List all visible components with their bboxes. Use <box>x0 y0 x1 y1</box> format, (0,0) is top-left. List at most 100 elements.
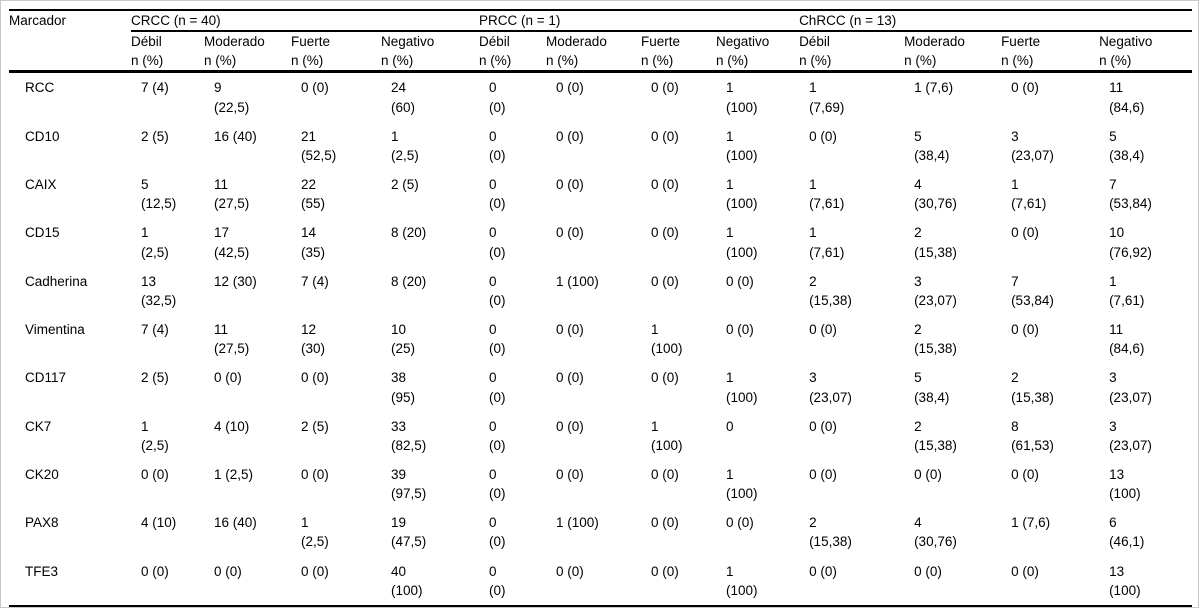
table-row: CK7 1 (2,5) 4 (10) 2 (5) 33 (82,5) 0 (0)… <box>9 412 1192 460</box>
quality-header-cell: Negativo <box>1099 34 1153 50</box>
value-cell: 13 (100) <box>1109 466 1141 502</box>
value-cell: 3 (23,07) <box>1109 370 1152 405</box>
value-cell: 0 (0) <box>489 80 506 115</box>
value-cell: 0 (0) <box>301 370 329 386</box>
unit-header-row: n (%) n (%) n (%) n (%) n (%) n (%) n (%… <box>9 51 1193 74</box>
value-cell: 1 (2,5) <box>391 128 419 163</box>
value-cell: 0 (0) <box>651 515 679 531</box>
value-cell: 2 (5) <box>391 177 419 193</box>
value-cell: 7 (53,84) <box>1011 273 1054 308</box>
value-cell: 5 (38,4) <box>1109 128 1145 163</box>
value-cell: 13 (32,5) <box>141 273 177 308</box>
value-cell: 0 (0) <box>651 80 679 96</box>
table-row: CAIX 5 (12,5) 11 (27,5) 22 (55) 2 (5) 0 … <box>9 170 1192 218</box>
group-header-row: Marcador CRCC (n = 40) PRCC (n = 1) ChRC… <box>9 10 1193 74</box>
quality-header-cell: Débil <box>799 34 830 50</box>
unit-header-cell: n (%) <box>479 51 547 74</box>
value-cell: 33 (82,5) <box>391 418 427 453</box>
value-cell: 1 (7,61) <box>809 225 845 260</box>
value-cell: 11 (27,5) <box>214 177 250 212</box>
value-cell: 16 (40) <box>214 515 257 531</box>
value-cell: 0 (0) <box>489 515 506 550</box>
value-cell: 4 (30,76) <box>914 515 957 550</box>
value-cell: 19 (47,5) <box>391 515 427 550</box>
value-cell: 1 (2,5) <box>141 225 169 260</box>
value-cell: 24 (60) <box>391 80 416 115</box>
table-row: TFE3 0 (0) 0 (0) 0 (0) 40 (100) 0 (0) 0 … <box>9 557 1192 607</box>
value-cell: 0 (0) <box>726 515 754 531</box>
value-cell: 1 (2,5) <box>214 466 254 482</box>
unit-header-cell: n (%) <box>1001 51 1100 74</box>
value-cell: 14 (35) <box>301 225 326 260</box>
quality-header-cell: Fuerte <box>1001 34 1041 50</box>
marker-cell: Cadherina <box>25 273 88 289</box>
value-cell: 8 (61,53) <box>1011 418 1054 453</box>
marker-cell: CD15 <box>25 225 60 241</box>
value-cell: 0 (0) <box>489 418 506 453</box>
value-cell: 0 (0) <box>726 273 754 289</box>
marker-cell: CAIX <box>25 177 57 193</box>
group-header-prcc: PRCC (n = 1) <box>479 10 800 33</box>
value-cell: 2 (5) <box>141 370 169 386</box>
value-cell: 0 (0) <box>489 370 506 405</box>
value-cell: 1 (7,61) <box>1109 273 1145 308</box>
table-row: CK20 0 (0) 1 (2,5) 0 (0) 39 (97,5) 0 (0)… <box>9 460 1192 508</box>
unit-header-cell: n (%) <box>381 51 480 74</box>
quality-header-cell: Fuerte <box>291 34 331 50</box>
value-cell: 0 (0) <box>556 322 584 338</box>
value-cell: 0 (0) <box>556 225 584 241</box>
value-cell: 0 (0) <box>556 418 584 434</box>
table-row: Cadherina 13 (32,5) 12 (30) 7 (4) 8 (20)… <box>9 267 1192 315</box>
value-cell: 0 (0) <box>651 563 679 579</box>
group-header-chrcc: ChRCC (n = 13) <box>799 10 1193 33</box>
value-cell: 40 (100) <box>391 563 423 598</box>
value-cell: 2 (15,38) <box>914 322 957 357</box>
marker-cell: PAX8 <box>25 515 59 531</box>
value-cell: 1 (100) <box>726 177 758 212</box>
unit-header-cell: n (%) <box>1099 51 1193 74</box>
value-cell: 1 (100) <box>726 128 758 163</box>
marker-cell: CK20 <box>25 466 59 482</box>
value-cell: 4 (10) <box>214 418 250 434</box>
value-cell: 5 (38,4) <box>914 128 950 163</box>
value-cell: 11 (27,5) <box>214 322 250 357</box>
value-cell: 1 (7,6) <box>914 80 954 96</box>
value-cell: 17 (42,5) <box>214 225 250 260</box>
table-row: RCC 7 (4) 9 (22,5) 0 (0) 24 (60) 0 (0) 0… <box>9 72 1192 122</box>
unit-header-cell: n (%) <box>291 51 381 74</box>
value-cell: 0 (0) <box>914 563 942 579</box>
group-header-crcc: CRCC (n = 40) <box>131 10 480 33</box>
value-cell: 12 (30) <box>214 273 257 289</box>
marker-cell: CK7 <box>25 418 52 434</box>
value-cell: 0 (0) <box>726 322 754 338</box>
value-cell: 7 (53,84) <box>1109 177 1152 212</box>
value-cell: 1 (100) <box>556 515 599 531</box>
value-cell: 13 (100) <box>1109 563 1141 598</box>
unit-header-cell: n (%) <box>799 51 905 74</box>
table-row: CD15 1 (2,5) 17 (42,5) 14 (35) 8 (20) 0 … <box>9 218 1192 266</box>
value-cell: 3 (23,07) <box>1011 128 1054 163</box>
value-cell: 5 (12,5) <box>141 177 177 212</box>
value-cell: 0 (0) <box>809 466 837 482</box>
value-cell: 3 (23,07) <box>1109 418 1152 453</box>
value-cell: 7 (4) <box>141 80 169 96</box>
value-cell: 0 (0) <box>214 563 242 579</box>
value-cell: 11 (84,6) <box>1109 80 1145 115</box>
table-header: Marcador CRCC (n = 40) PRCC (n = 1) ChRC… <box>9 10 1193 74</box>
value-cell: 0 (0) <box>489 466 506 502</box>
value-cell: 0 (0) <box>809 418 837 434</box>
value-cell: 1 (2,5) <box>301 515 329 550</box>
value-cell: 0 (0) <box>214 370 242 386</box>
marker-cell: TFE3 <box>25 563 59 579</box>
value-cell: 1 (100) <box>726 370 758 405</box>
value-cell: 1 (100) <box>651 322 683 357</box>
value-cell: 0 (0) <box>141 563 169 579</box>
value-cell: 16 (40) <box>214 128 257 144</box>
value-cell: 5 (38,4) <box>914 370 950 405</box>
quality-header-cell: Fuerte <box>641 34 681 50</box>
value-cell: 0 (0) <box>651 177 679 193</box>
quality-header-cell: Negativo <box>716 34 770 50</box>
value-cell: 2 (15,38) <box>809 273 852 308</box>
value-cell: 0 (0) <box>489 322 506 357</box>
quality-header-cell: Moderado <box>546 34 607 50</box>
